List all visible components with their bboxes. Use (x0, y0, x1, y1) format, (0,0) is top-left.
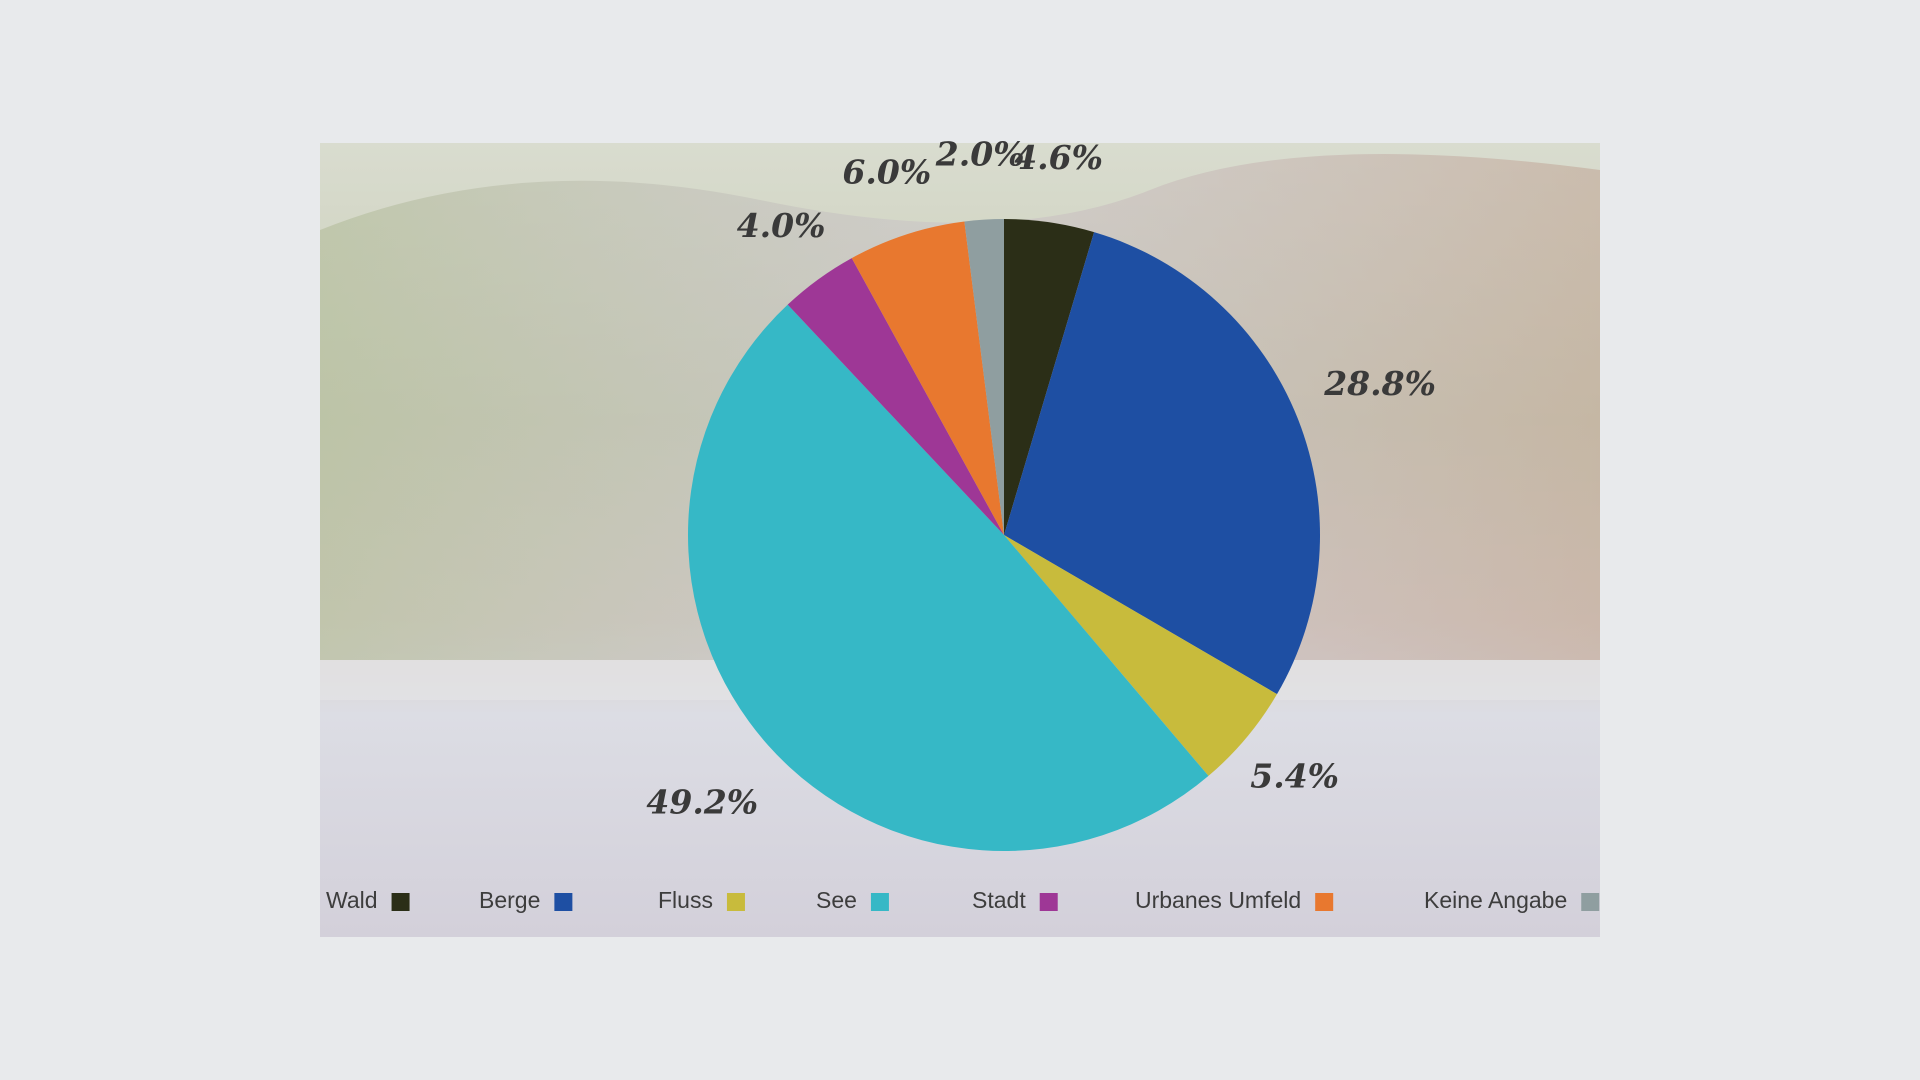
pie-slice (1004, 219, 1095, 535)
legend-label: Keine Angabe (1424, 887, 1567, 913)
legend-label: See (816, 887, 857, 913)
legend-swatch (1315, 893, 1334, 911)
legend-swatch (1581, 893, 1600, 911)
legend-label: Urbanes Umfeld (1135, 887, 1301, 913)
legend-swatch (726, 893, 745, 911)
pie-slice (787, 258, 1004, 535)
value-label: 5.4% (1250, 757, 1339, 796)
value-label: 49.2% (646, 782, 758, 821)
pie-slice (687, 304, 1209, 852)
pie-slice (851, 221, 1004, 535)
value-label: 4.0% (737, 206, 826, 245)
legend-label: Fluss (658, 887, 713, 913)
value-label: 4.6% (1014, 138, 1103, 177)
legend-swatch (1039, 893, 1058, 911)
legend-label: Berge (479, 887, 540, 913)
value-label: 28.8% (1323, 364, 1436, 403)
legend: Wald Berge Fluss See Stadt Urbanes Umfeld Kein… (326, 887, 1600, 913)
legend-label: Stadt (972, 887, 1026, 913)
legend-label: Wald (326, 887, 378, 913)
pie: 4.6% 28.8% 5.4% 49.2% 4.0% 6.0% 2.0% (646, 135, 1436, 852)
legend-swatch (391, 893, 410, 911)
pie-slice (964, 219, 1004, 535)
pie-slice (1004, 232, 1320, 695)
pie-slice (1004, 535, 1277, 776)
value-label: 2.0% (935, 135, 1025, 174)
value-label: 6.0% (842, 152, 931, 191)
legend-swatch (870, 893, 889, 911)
legend-swatch (554, 893, 573, 911)
